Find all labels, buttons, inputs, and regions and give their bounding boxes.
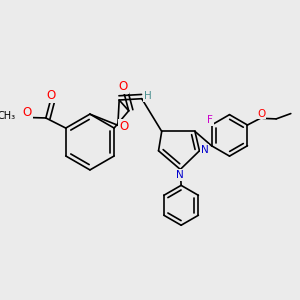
Text: O: O (22, 106, 31, 119)
Text: O: O (47, 88, 56, 102)
Text: N: N (201, 145, 208, 155)
Text: F: F (207, 115, 213, 125)
Text: N: N (176, 170, 184, 180)
Text: O: O (257, 109, 266, 118)
Text: O: O (118, 80, 128, 93)
Text: CH₃: CH₃ (0, 111, 15, 122)
Text: H: H (144, 91, 152, 101)
Text: O: O (119, 120, 128, 133)
